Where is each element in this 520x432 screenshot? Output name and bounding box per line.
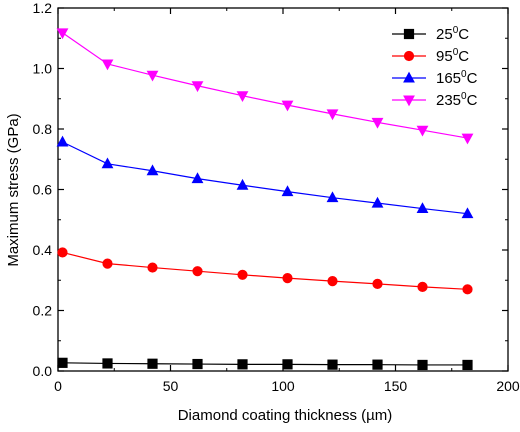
legend-label-superscript: 0 <box>461 69 467 80</box>
x-tick-label: 150 <box>384 378 408 394</box>
legend-label-value: 165 <box>436 70 461 87</box>
data-point-25 <box>282 359 293 370</box>
y-tick-label: 0.4 <box>33 242 53 258</box>
legend-label-superscript: 0 <box>453 25 459 36</box>
data-point-235 <box>371 117 384 129</box>
data-point-165 <box>101 157 114 169</box>
legend-label-superscript: 0 <box>453 47 459 58</box>
data-point-95 <box>417 281 428 293</box>
data-point-235 <box>146 70 159 82</box>
x-tick-label: 100 <box>271 378 295 394</box>
legend-marker-235 <box>403 95 415 107</box>
data-point-25 <box>417 359 428 371</box>
legend-label-unit: C <box>458 48 469 65</box>
data-point-95 <box>102 258 113 269</box>
data-point-165 <box>281 185 294 197</box>
series-line-25 <box>62 362 468 366</box>
legend-label: 2350C <box>436 91 478 109</box>
y-tick-label: 0.8 <box>33 121 53 137</box>
data-point-95 <box>462 284 473 295</box>
data-point-25 <box>327 359 338 370</box>
data-point-25 <box>102 358 113 369</box>
data-point-165 <box>461 207 474 219</box>
legend-label-value: 95 <box>436 48 453 65</box>
data-point-235 <box>236 91 249 103</box>
legend-marker-25 <box>403 28 415 40</box>
data-point-165 <box>416 202 429 214</box>
legend-label-superscript: 0 <box>461 91 467 102</box>
data-point-235 <box>191 81 204 93</box>
legend-label-unit: C <box>467 92 478 109</box>
data-point-95 <box>282 273 293 284</box>
data-point-95 <box>372 278 383 289</box>
y-tick-label: 1.2 <box>33 0 53 16</box>
data-point-95 <box>327 276 338 287</box>
data-point-235 <box>416 125 429 137</box>
data-point-95 <box>57 247 68 258</box>
data-point-95 <box>192 266 203 277</box>
x-tick-label: 200 <box>496 378 520 394</box>
data-point-165 <box>56 135 69 147</box>
y-tick-label: 0.2 <box>33 303 53 319</box>
data-point-25 <box>147 358 158 369</box>
legend-label-unit: C <box>458 26 469 43</box>
data-point-25 <box>237 359 248 370</box>
legend-label-value: 25 <box>436 26 453 43</box>
series-line-235 <box>62 32 468 139</box>
x-axis-title: Diamond coating thickness (µm) <box>178 407 393 424</box>
data-point-95 <box>237 269 248 280</box>
data-point-25 <box>372 359 383 370</box>
x-tick-label: 0 <box>54 378 62 394</box>
legend-label-unit: C <box>467 70 478 87</box>
data-point-95 <box>147 262 158 273</box>
data-point-25 <box>57 357 68 368</box>
data-point-235 <box>101 59 114 71</box>
data-point-165 <box>326 191 339 203</box>
y-axis-title: Maximum stress (GPa) <box>5 113 22 266</box>
legend-marker-95 <box>403 50 415 62</box>
data-point-25 <box>192 358 203 370</box>
data-point-165 <box>146 164 159 176</box>
data-point-235 <box>326 109 339 121</box>
legend-label-value: 235 <box>436 92 461 109</box>
legend-label: 250C <box>436 25 469 43</box>
y-tick-label: 0.6 <box>33 182 53 198</box>
legend-label: 950C <box>436 47 469 65</box>
data-point-165 <box>191 172 204 184</box>
legend-marker-165 <box>403 71 415 83</box>
series-line-95 <box>62 251 468 290</box>
series-line-165 <box>62 141 468 215</box>
legend-label: 1650C <box>436 69 478 87</box>
data-point-235 <box>461 133 474 145</box>
data-point-165 <box>371 196 384 208</box>
data-point-25 <box>462 359 473 371</box>
data-point-165 <box>236 178 249 190</box>
y-tick-label: 0.0 <box>33 363 53 379</box>
data-point-235 <box>281 100 294 112</box>
data-point-235 <box>56 28 69 40</box>
x-tick-label: 50 <box>163 378 179 394</box>
y-tick-label: 1.0 <box>33 61 53 77</box>
